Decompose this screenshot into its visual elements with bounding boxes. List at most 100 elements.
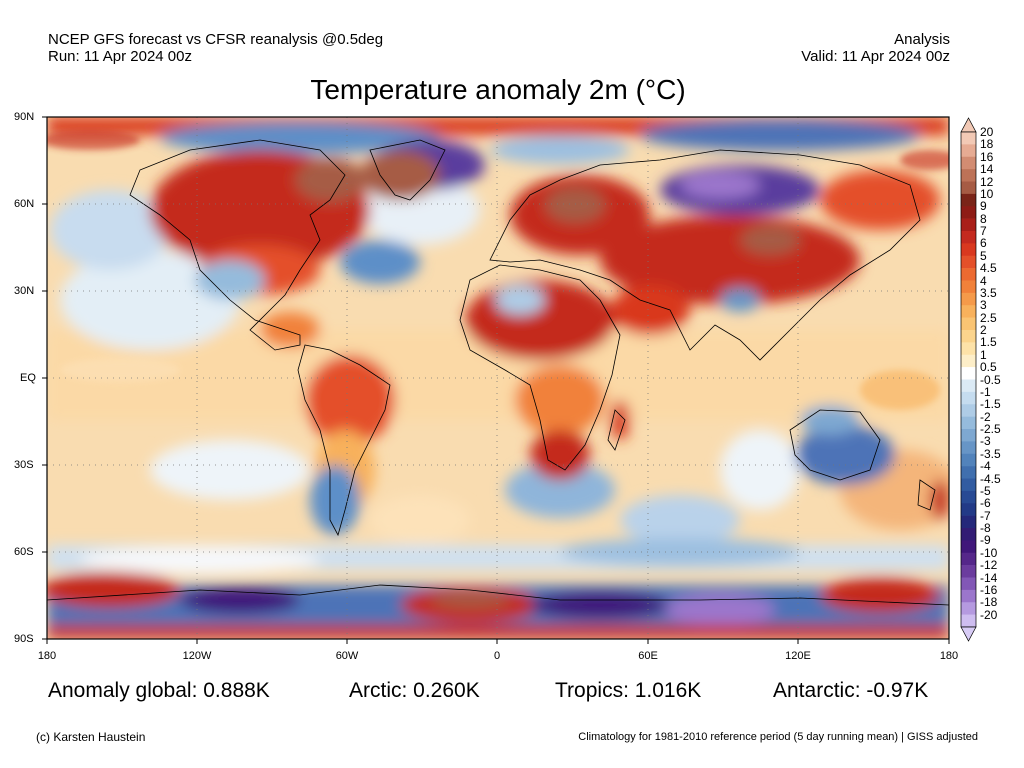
colorbar-label: -9 — [980, 533, 991, 548]
stat-global: Anomaly global: 0.888K — [48, 679, 270, 702]
colorbar-swatch — [961, 614, 976, 628]
lon-label-120e: 120E — [785, 650, 811, 662]
map-title: Temperature anomaly 2m (°C) — [310, 74, 686, 105]
header-right: Analysis Valid: 11 Apr 2024 00z — [801, 31, 950, 65]
colorbar-swatch — [961, 565, 976, 578]
colorbar-swatch — [961, 181, 976, 195]
colorbar-label: -18 — [980, 595, 998, 610]
colorbar-label: -10 — [980, 545, 998, 560]
colorbar-label: -7 — [980, 508, 991, 523]
axis-ticks — [42, 116, 950, 644]
colorbar-label: 8 — [980, 211, 987, 226]
model-description: NCEP GFS forecast vs CFSR reanalysis @0.… — [48, 31, 384, 48]
colorbar-swatch — [961, 243, 976, 257]
colorbar-label: -4 — [980, 459, 991, 474]
colorbar-arrow-bottom — [960, 626, 977, 642]
colorbar-label: 20 — [980, 125, 994, 139]
copyright: (c) Karsten Haustein — [36, 730, 146, 744]
colorbar-swatch — [961, 589, 976, 603]
colorbar-swatch — [961, 478, 976, 492]
lat-label-90s: 90S — [14, 633, 34, 645]
colorbar-swatch — [961, 391, 976, 405]
colorbar-swatch — [961, 466, 976, 479]
colorbar-label: -2 — [980, 409, 991, 424]
colorbar-label: 3.5 — [980, 285, 997, 300]
stat-tropics: Tropics: 1.016K — [555, 679, 702, 702]
colorbar-label: -1.5 — [980, 397, 1001, 412]
colorbar-swatch — [961, 503, 976, 516]
colorbar-swatch — [961, 404, 976, 417]
colorbar-label: -3.5 — [980, 446, 1001, 461]
lon-label-180w: 180 — [37, 650, 57, 662]
colorbar-label: -2.5 — [980, 422, 1001, 436]
colorbar-swatch — [961, 169, 976, 182]
colorbar-swatch — [961, 342, 976, 356]
lat-label-30s: 30S — [14, 459, 34, 471]
colorbar-swatch — [961, 206, 976, 219]
colorbar-swatch — [961, 268, 976, 281]
colorbar-label: 18 — [980, 137, 994, 152]
colorbar-swatch — [961, 255, 976, 269]
colorbar-label: 1.5 — [980, 335, 997, 350]
colorbar-swatch — [961, 354, 976, 368]
colorbar-swatch — [961, 330, 976, 343]
colorbar-swatch — [961, 528, 976, 541]
colorbar-swatch — [961, 453, 976, 467]
grid-lines — [47, 117, 949, 639]
colorbar-label: 3 — [980, 298, 987, 313]
lon-label-120w: 120W — [182, 650, 212, 662]
colorbar-label: 5 — [980, 248, 987, 263]
header-left: NCEP GFS forecast vs CFSR reanalysis @0.… — [48, 31, 383, 65]
stat-arctic: Arctic: 0.260K — [349, 679, 480, 702]
colorbar-label: 1 — [980, 347, 987, 362]
lat-label-30n: 30N — [14, 285, 35, 297]
colorbar-swatch — [961, 416, 976, 430]
climatology-note: Climatology for 1981-2010 reference peri… — [578, 731, 978, 743]
colorbar-swatch — [961, 441, 976, 455]
colorbar-swatch — [961, 515, 976, 529]
colorbar-swatch — [961, 540, 976, 554]
colorbar-swatch — [961, 552, 976, 566]
lon-label-180e: 180 — [939, 650, 959, 662]
colorbar-swatch — [961, 292, 976, 306]
colorbar-swatch — [961, 577, 976, 591]
map-field — [47, 117, 949, 639]
colorbar-swatch — [961, 132, 976, 145]
colorbar-swatch — [961, 379, 976, 393]
stat-antarctic: Antarctic: -0.97K — [773, 679, 929, 702]
colorbar-swatch — [961, 602, 976, 615]
colorbar-label: -1 — [980, 384, 991, 399]
lon-label-60e: 60E — [638, 650, 658, 662]
colorbar-label: 4.5 — [980, 261, 997, 276]
colorbar-swatch — [961, 280, 976, 294]
colorbar-label: -8 — [980, 521, 991, 535]
colorbar-label: 0.5 — [980, 360, 997, 375]
colorbar-label: -3 — [980, 434, 991, 449]
colorbar-label: -0.5 — [980, 372, 1001, 387]
lat-label-60s: 60S — [14, 546, 34, 558]
colorbar — [960, 117, 977, 642]
colorbar-swatch — [961, 367, 976, 380]
lat-label-60n: 60N — [14, 198, 35, 210]
colorbar-label: 2.5 — [980, 310, 997, 325]
analysis-label: Analysis — [894, 31, 950, 48]
colorbar-label: -16 — [980, 582, 998, 597]
colorbar-label: -6 — [980, 496, 991, 511]
colorbar-swatch — [961, 305, 976, 318]
lon-label-0: 0 — [493, 650, 501, 662]
colorbar-swatch — [961, 156, 976, 170]
colorbar-label: 6 — [980, 236, 987, 251]
colorbar-swatch — [961, 317, 976, 331]
colorbar-swatch — [961, 193, 976, 207]
colorbar-swatch — [961, 490, 976, 504]
colorbar-label: -5 — [980, 483, 991, 498]
coastlines — [47, 139, 949, 606]
colorbar-label: -4.5 — [980, 471, 1001, 486]
run-time: Run: 11 Apr 2024 00z — [48, 48, 192, 65]
colorbar-label: 2 — [980, 323, 987, 337]
colorbar-label: 12 — [980, 174, 994, 189]
colorbar-label: -20 — [980, 607, 998, 622]
colorbar-arrow-top — [960, 117, 977, 133]
colorbar-label: -12 — [980, 558, 998, 573]
